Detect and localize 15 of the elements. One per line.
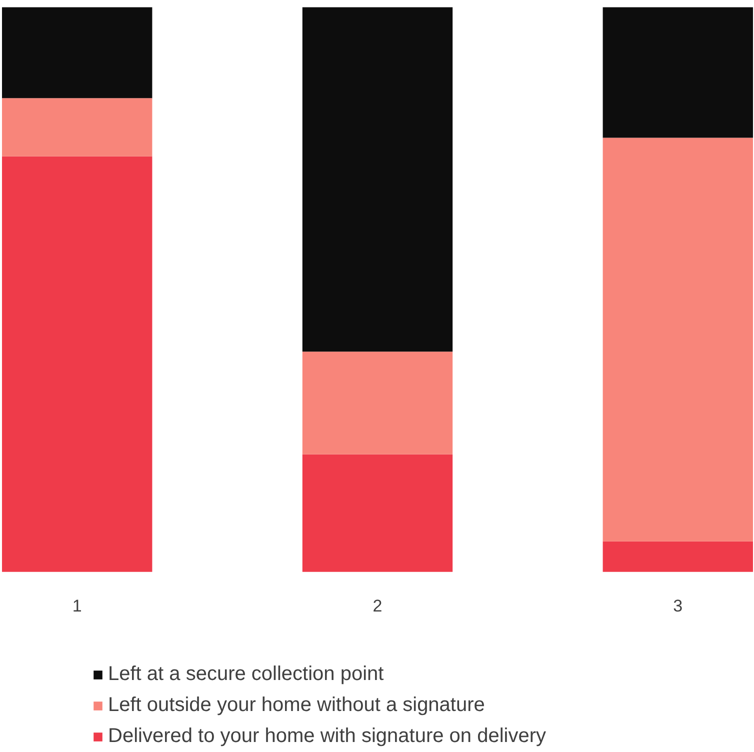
bar	[302, 454, 453, 572]
x-tick-label: 2	[372, 596, 382, 616]
bar	[602, 138, 753, 542]
legend-label: Left outside your home without a signature	[108, 694, 485, 717]
legend-label: Left at a secure collection point	[108, 663, 384, 686]
bar	[2, 98, 152, 156]
bar	[2, 7, 152, 98]
bar	[302, 7, 453, 352]
bar	[602, 7, 753, 138]
bar	[2, 156, 152, 572]
x-tick-label: 3	[673, 596, 683, 616]
bar	[302, 352, 453, 454]
x-tick-label: 1	[72, 596, 82, 616]
legend-label: Delivered to your home with signature on delivery	[108, 725, 546, 748]
bar	[602, 541, 753, 572]
